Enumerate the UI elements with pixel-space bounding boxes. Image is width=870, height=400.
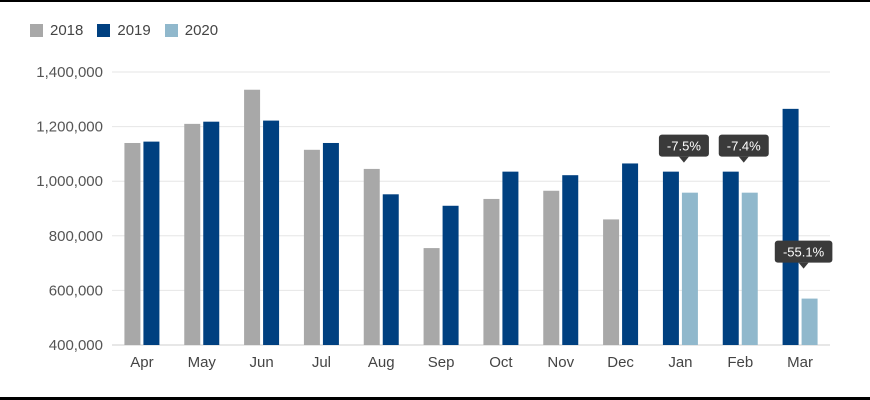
callout-box	[718, 134, 769, 157]
x-category-label: Mar	[787, 354, 813, 371]
bar-2018-oct[interactable]	[483, 198, 500, 345]
bar-2019-dec[interactable]	[622, 163, 639, 345]
legend-swatch-2019	[97, 24, 111, 37]
x-axis-categories: Apr May Jun Jul Aug Sep Oct Nov Dec Jan Feb Mar	[130, 354, 813, 371]
legend: 2018 2019 2020	[30, 22, 218, 39]
callout-text: -7.5%	[667, 139, 701, 154]
bar-2018-aug[interactable]	[363, 168, 380, 345]
annotations: -7.5% -7.4% -55.1%	[658, 134, 833, 269]
y-tick-label: 1,200,000	[36, 119, 103, 136]
legend-swatch-2020	[164, 24, 178, 37]
callout-pointer	[798, 262, 809, 269]
y-tick-label: 1,400,000	[36, 64, 103, 81]
x-category-label: Jul	[312, 354, 331, 371]
legend-item-2019[interactable]: 2019	[97, 22, 151, 39]
callout-pointer	[738, 156, 749, 163]
x-category-label: Jun	[249, 354, 273, 371]
callout-pointer	[678, 156, 689, 163]
legend-label-2018: 2018	[50, 22, 84, 39]
bar-2019-mar[interactable]	[782, 108, 799, 345]
bar-2019-may[interactable]	[203, 121, 220, 345]
legend-item-2020[interactable]: 2020	[164, 22, 219, 39]
x-category-label: Dec	[607, 354, 634, 371]
bar-2018-sep[interactable]	[423, 248, 440, 345]
bar-2018-jul[interactable]	[303, 149, 320, 345]
bar-2020-jan[interactable]	[681, 192, 698, 345]
bar-2018-nov[interactable]	[543, 190, 560, 345]
y-tick-label: 1,000,000	[36, 173, 103, 190]
bar-2019-jul[interactable]	[322, 142, 339, 345]
callout-box	[774, 240, 833, 263]
legend-label-2020: 2020	[184, 22, 219, 39]
callout-text: -7.4%	[727, 139, 761, 154]
x-category-label: Sep	[428, 354, 455, 371]
x-category-label: Oct	[489, 354, 513, 371]
x-category-label: Jan	[668, 354, 692, 371]
y-tick-label: 600,000	[49, 282, 103, 299]
bar-2019-feb[interactable]	[722, 171, 739, 345]
bar-2019-nov[interactable]	[562, 175, 579, 345]
bar-2019-jun[interactable]	[263, 120, 280, 346]
y-tick-label: 400,000	[49, 337, 103, 354]
y-tick-label: 800,000	[49, 228, 103, 245]
bar-2018-dec[interactable]	[603, 219, 620, 345]
gridlines	[112, 71, 830, 346]
bar-2020-feb[interactable]	[741, 192, 758, 345]
bar-2020-mar[interactable]	[801, 298, 818, 345]
bar-2018-apr[interactable]	[124, 142, 141, 345]
x-category-label: May	[188, 354, 217, 371]
x-category-label: Feb	[727, 354, 753, 371]
annotation-callout: -7.4%	[718, 134, 769, 163]
bar-2019-jan[interactable]	[662, 171, 679, 345]
callout-box	[658, 134, 709, 157]
legend-label-2019: 2019	[117, 22, 151, 39]
annotation-callout: -7.5%	[658, 134, 709, 163]
y-axis-ticks: 400,000 600,000 800,000 1,000,000 1,200,000 1…	[36, 64, 103, 354]
legend-swatch-2018	[30, 24, 43, 37]
x-category-label: Apr	[130, 354, 153, 371]
callout-text: -55.1%	[783, 245, 825, 260]
x-category-label: Aug	[368, 354, 395, 371]
bar-2019-sep[interactable]	[442, 205, 459, 345]
bar-2019-aug[interactable]	[382, 194, 399, 345]
legend-item-2018[interactable]: 2018	[30, 22, 83, 39]
bar-2018-may[interactable]	[184, 123, 201, 346]
bar-2019-oct[interactable]	[502, 171, 519, 345]
bars	[124, 89, 818, 346]
x-category-label: Nov	[547, 354, 574, 371]
annotation-callout: -55.1%	[774, 240, 833, 269]
bar-2018-jun[interactable]	[244, 89, 261, 346]
bar-2019-apr[interactable]	[143, 141, 160, 345]
